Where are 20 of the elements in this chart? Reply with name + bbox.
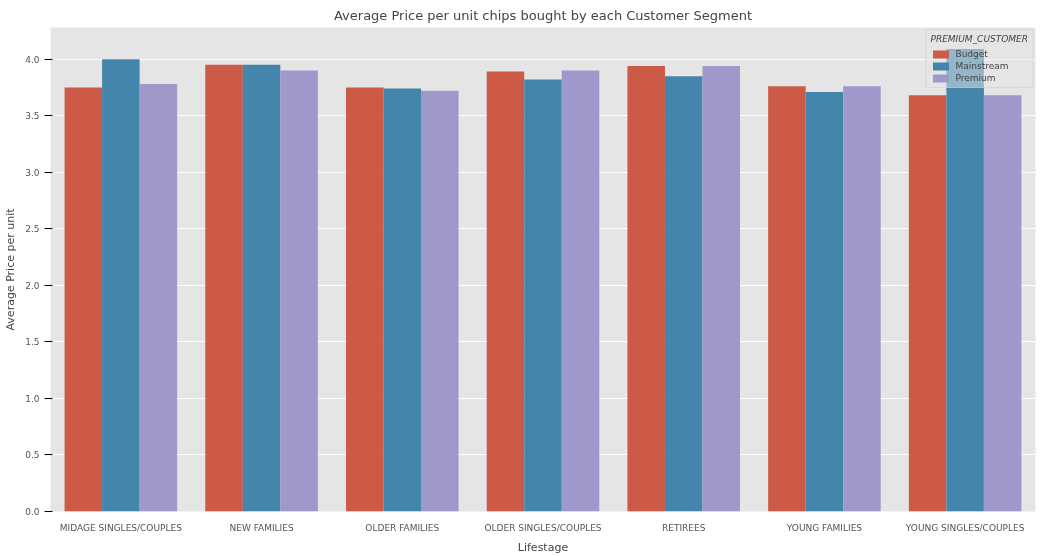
x-tick-label: NEW FAMILIES	[229, 522, 294, 533]
y-tick-label: 1.0	[25, 393, 40, 404]
y-axis-title: Average Price per unit	[4, 207, 18, 331]
legend-title: PREMIUM_CUSTOMER	[930, 34, 1028, 44]
y-tick-label: 1.5	[25, 337, 40, 348]
y-tick-label: 3.0	[25, 167, 40, 178]
y-tick-label: 4.0	[25, 54, 40, 65]
x-tick-label: YOUNG FAMILIES	[785, 522, 863, 533]
chart-title: Average Price per unit chips bought by each Customer Segment	[333, 7, 753, 23]
x-axis-title: Lifestage	[517, 540, 569, 554]
x-tick-label: YOUNG SINGLES/COUPLES	[904, 522, 1025, 533]
x-tick-label: MIDAGE SINGLES/COUPLES	[59, 522, 183, 533]
y-tick-label: 2.0	[25, 280, 40, 291]
y-tick-label: 2.5	[25, 224, 40, 235]
y-tick-label: 0.5	[25, 450, 40, 461]
x-tick-label: OLDER SINGLES/COUPLES	[484, 522, 602, 533]
y-tick-label: 3.5	[25, 111, 40, 122]
x-tick-label: OLDER FAMILIES	[365, 522, 440, 533]
x-tick-label: RETIREES	[662, 522, 706, 533]
y-tick-label: 0.0	[25, 507, 40, 517]
